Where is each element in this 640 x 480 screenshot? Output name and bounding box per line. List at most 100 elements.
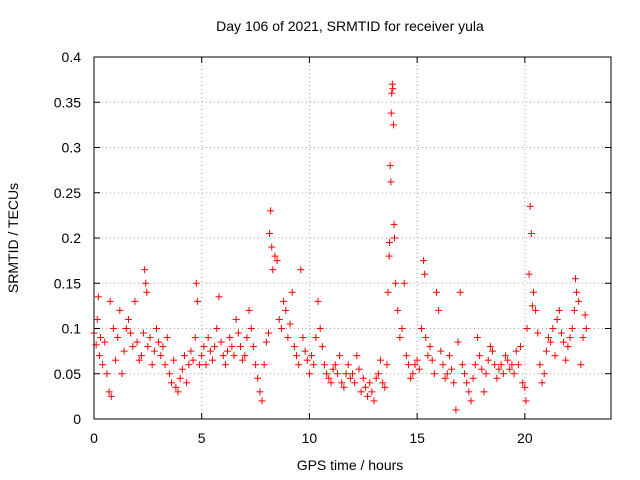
data-point — [329, 365, 337, 373]
data-point — [189, 356, 197, 364]
data-point — [359, 374, 367, 382]
data-point — [103, 370, 111, 378]
data-point — [144, 343, 152, 351]
data-point — [454, 338, 462, 346]
data-point — [262, 338, 270, 346]
data-point — [249, 343, 257, 351]
data-point — [522, 397, 530, 405]
chart-title: Day 106 of 2021, SRMTID for receiver yul… — [216, 18, 484, 34]
data-point — [551, 352, 559, 360]
data-point — [333, 370, 341, 378]
data-point — [187, 347, 195, 355]
data-point — [165, 370, 173, 378]
grid — [94, 57, 611, 419]
data-point — [421, 270, 429, 278]
data-point — [228, 343, 236, 351]
data-point — [239, 356, 247, 364]
data-point — [292, 352, 300, 360]
data-point — [443, 370, 451, 378]
data-point — [174, 388, 182, 396]
data-point — [450, 379, 458, 387]
data-point — [417, 325, 425, 332]
data-point — [204, 334, 212, 342]
data-point — [200, 343, 208, 351]
data-point — [510, 370, 518, 378]
data-point — [241, 352, 249, 360]
y-tick-label: 0.2 — [62, 230, 82, 246]
data-point — [521, 383, 529, 391]
data-point — [109, 325, 117, 332]
data-point — [463, 379, 471, 387]
data-point — [568, 325, 576, 332]
data-point — [364, 392, 372, 400]
data-point — [379, 379, 387, 387]
data-point — [127, 329, 135, 337]
data-point — [566, 334, 574, 342]
data-point — [282, 306, 290, 314]
data-point — [458, 361, 466, 369]
data-point — [280, 297, 288, 305]
data-point — [448, 365, 456, 373]
data-point — [381, 383, 389, 391]
data-point — [243, 334, 251, 342]
data-point — [366, 379, 374, 387]
data-point — [386, 162, 394, 170]
data-point — [542, 347, 550, 355]
data-point — [290, 343, 298, 351]
data-point — [168, 379, 176, 387]
data-point — [122, 325, 130, 332]
data-point — [469, 374, 477, 382]
x-tick-label: 10 — [302, 430, 318, 446]
data-point — [577, 361, 585, 369]
y-tick-label: 0.3 — [62, 140, 82, 156]
data-point — [342, 370, 350, 378]
data-point — [183, 379, 191, 387]
data-point — [532, 306, 540, 314]
data-point — [141, 266, 149, 274]
data-point — [198, 352, 206, 360]
data-point — [107, 392, 115, 400]
data-point — [295, 361, 303, 369]
data-point — [573, 288, 581, 296]
data-point — [435, 306, 443, 314]
data-point — [131, 297, 139, 305]
data-point — [499, 370, 507, 378]
data-point — [480, 388, 488, 396]
data-point — [271, 252, 279, 260]
data-point — [582, 325, 590, 332]
data-point — [372, 374, 380, 382]
data-point — [570, 306, 578, 314]
data-point — [387, 178, 395, 186]
x-tick-label: 5 — [198, 430, 206, 446]
data-point — [420, 257, 428, 265]
y-tick-label: 0.15 — [54, 275, 81, 291]
data-point — [226, 334, 234, 342]
data-point — [308, 352, 316, 360]
data-point — [405, 361, 413, 369]
data-point — [386, 239, 394, 247]
y-tick-label: 0.35 — [54, 94, 81, 110]
data-point — [517, 343, 525, 351]
data-point — [383, 361, 391, 369]
y-tick-label: 0.25 — [54, 185, 81, 201]
data-point — [129, 343, 137, 351]
data-point — [150, 347, 158, 355]
data-point — [180, 352, 188, 360]
data-point — [202, 361, 210, 369]
data-point — [424, 352, 432, 360]
data-point — [467, 397, 475, 405]
data-point — [140, 329, 148, 337]
data-point — [148, 361, 156, 369]
x-tick-label: 15 — [409, 430, 425, 446]
data-point — [353, 352, 361, 360]
data-point — [396, 334, 404, 342]
data-point — [325, 374, 333, 382]
data-point — [124, 315, 132, 323]
y-tick-label: 0.05 — [54, 366, 81, 382]
data-point — [508, 361, 516, 369]
data-point — [211, 343, 219, 351]
data-point — [346, 374, 354, 382]
data-point — [191, 334, 199, 342]
data-point — [476, 352, 484, 360]
data-point — [105, 388, 113, 396]
